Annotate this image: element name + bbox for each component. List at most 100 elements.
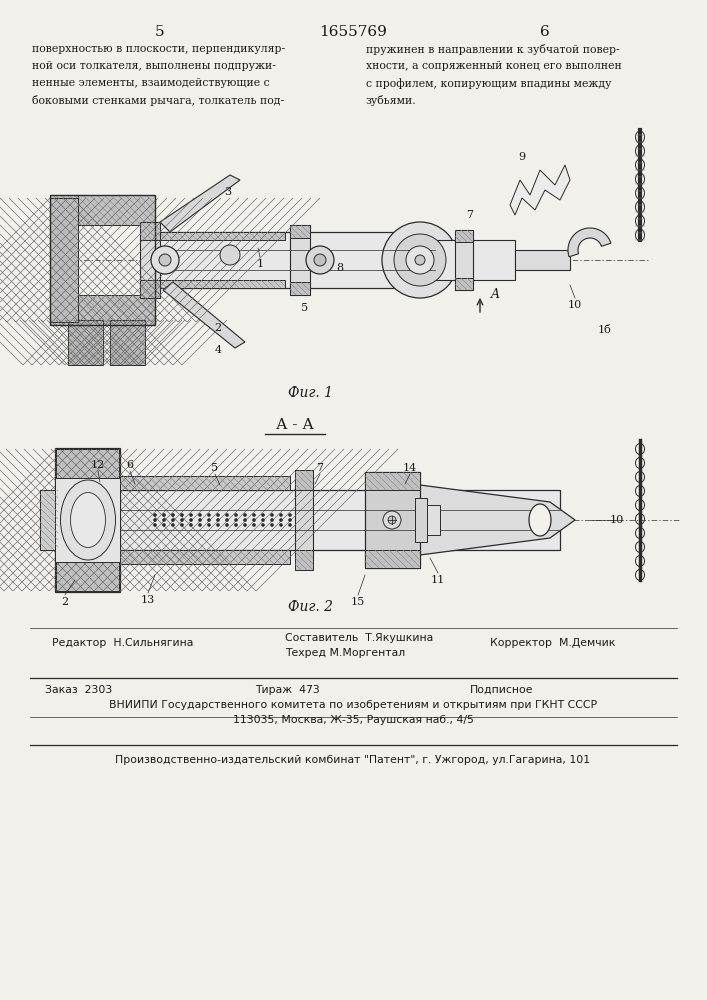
Bar	[290, 225, 310, 295]
Bar	[455, 230, 473, 242]
Text: Производственно-издательский комбинат "Патент", г. Ужгород, ул.Гагарина, 101: Производственно-издательский комбинат "П…	[115, 755, 590, 765]
Circle shape	[306, 246, 334, 274]
Circle shape	[261, 518, 265, 522]
Text: 13: 13	[141, 595, 155, 605]
Text: 1: 1	[257, 259, 264, 269]
Bar	[420, 505, 440, 535]
Circle shape	[279, 513, 283, 517]
Text: 1б: 1б	[598, 325, 612, 335]
Bar	[295, 550, 313, 570]
Text: 5: 5	[156, 25, 165, 39]
Ellipse shape	[529, 504, 551, 536]
Bar	[140, 280, 160, 298]
Circle shape	[151, 246, 179, 274]
Bar	[365, 472, 420, 490]
Circle shape	[162, 518, 166, 522]
Text: А - А: А - А	[276, 418, 314, 432]
Circle shape	[234, 513, 238, 517]
Circle shape	[162, 513, 166, 517]
Circle shape	[288, 518, 292, 522]
Bar	[68, 320, 103, 365]
Circle shape	[388, 516, 396, 524]
Circle shape	[216, 518, 220, 522]
Bar	[50, 195, 155, 225]
Text: Подписное: Подписное	[470, 685, 534, 695]
Text: с профилем, копирующим впадины между: с профилем, копирующим впадины между	[366, 78, 612, 89]
Bar	[120, 476, 290, 490]
Text: хности, а сопряженный конец его выполнен: хности, а сопряженный конец его выполнен	[366, 61, 621, 71]
Bar	[155, 280, 285, 288]
Bar	[50, 195, 155, 325]
Text: 7: 7	[467, 210, 474, 220]
Circle shape	[198, 518, 201, 522]
Circle shape	[394, 234, 446, 286]
Circle shape	[189, 518, 193, 522]
Text: Фиг. 2: Фиг. 2	[288, 600, 332, 614]
Text: 5: 5	[301, 303, 308, 313]
Text: 8: 8	[337, 263, 344, 273]
Circle shape	[252, 523, 256, 527]
Text: 2: 2	[62, 597, 69, 607]
Circle shape	[216, 523, 220, 527]
Bar	[120, 490, 560, 550]
Bar	[290, 225, 310, 238]
Circle shape	[216, 513, 220, 517]
Bar	[50, 195, 78, 325]
Circle shape	[261, 513, 265, 517]
Text: поверхностью в плоскости, перпендикуляр-: поверхностью в плоскости, перпендикуляр-	[32, 44, 285, 54]
Bar	[55, 448, 120, 592]
Text: 4: 4	[214, 345, 221, 355]
Bar	[295, 470, 313, 490]
Bar	[295, 480, 313, 560]
Bar	[40, 490, 58, 550]
Polygon shape	[163, 282, 245, 348]
Circle shape	[189, 523, 193, 527]
Circle shape	[279, 518, 283, 522]
Circle shape	[415, 255, 425, 265]
Circle shape	[207, 523, 211, 527]
Circle shape	[159, 254, 171, 266]
Text: зубьями.: зубьями.	[366, 95, 416, 106]
Circle shape	[153, 523, 157, 527]
Bar	[435, 240, 515, 280]
Circle shape	[252, 513, 256, 517]
Circle shape	[171, 523, 175, 527]
Circle shape	[180, 523, 184, 527]
Circle shape	[198, 523, 201, 527]
Circle shape	[252, 518, 256, 522]
Bar	[455, 278, 473, 290]
Polygon shape	[568, 228, 611, 257]
Bar	[110, 320, 145, 365]
Text: 113035, Москва, Ж-35, Раушская наб., 4/5: 113035, Москва, Ж-35, Раушская наб., 4/5	[233, 715, 474, 725]
Text: 6: 6	[540, 25, 550, 39]
Circle shape	[270, 523, 274, 527]
Circle shape	[383, 511, 401, 529]
Polygon shape	[160, 175, 240, 232]
Bar	[55, 478, 120, 562]
Circle shape	[189, 513, 193, 517]
Text: Техред М.Моргентал: Техред М.Моргентал	[285, 648, 405, 658]
Circle shape	[198, 513, 201, 517]
Text: Редактор  Н.Сильнягина: Редактор Н.Сильнягина	[52, 638, 194, 648]
Bar	[290, 282, 310, 295]
Circle shape	[288, 523, 292, 527]
Text: боковыми стенками рычага, толкатель под-: боковыми стенками рычага, толкатель под-	[32, 95, 284, 106]
Circle shape	[270, 513, 274, 517]
Circle shape	[270, 518, 274, 522]
Circle shape	[226, 513, 229, 517]
Text: Заказ  2303: Заказ 2303	[45, 685, 112, 695]
Text: 14: 14	[403, 463, 417, 473]
Circle shape	[207, 513, 211, 517]
Polygon shape	[510, 165, 570, 215]
Text: 15: 15	[351, 597, 365, 607]
Text: 7: 7	[317, 463, 324, 473]
Text: 3: 3	[224, 187, 232, 197]
Circle shape	[226, 518, 229, 522]
Text: ной оси толкателя, выполнены подпружи-: ной оси толкателя, выполнены подпружи-	[32, 61, 276, 71]
Ellipse shape	[61, 480, 115, 560]
Bar	[365, 550, 420, 568]
Text: Составитель  Т.Якушкина: Составитель Т.Якушкина	[285, 633, 433, 643]
Text: ВНИИПИ Государственного комитета по изобретениям и открытиям при ГКНТ СССР: ВНИИПИ Государственного комитета по изоб…	[109, 700, 597, 710]
Circle shape	[243, 523, 247, 527]
Bar	[365, 472, 420, 568]
